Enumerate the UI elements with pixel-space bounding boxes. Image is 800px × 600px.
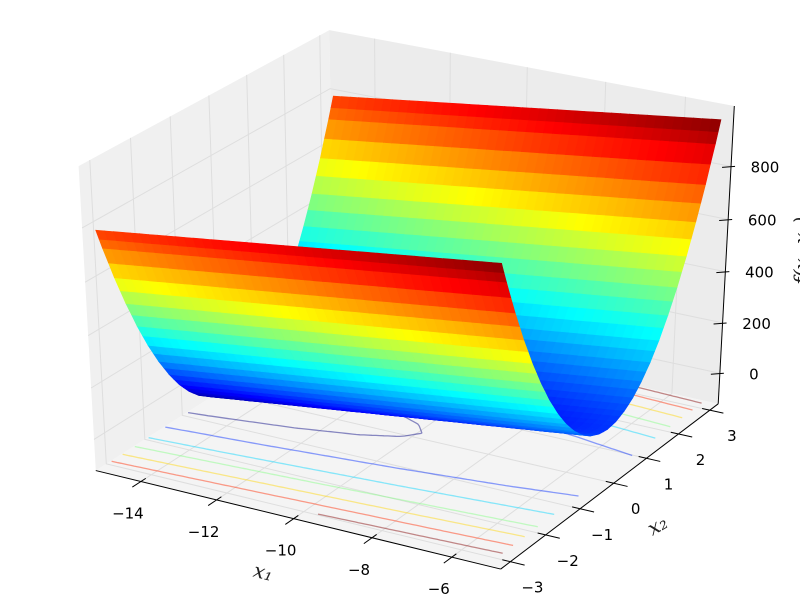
x1-tick-label: −8 [348,561,370,579]
z-tick [719,218,733,221]
x2-tick-label: 2 [696,451,706,469]
x1-tick [132,477,147,488]
x2-tick [702,407,724,414]
x1-tick-label: −14 [112,505,144,523]
x2-tick [571,506,595,513]
z-tick [710,372,724,375]
z-axis-line [717,105,735,404]
x2-tick-label: 1 [664,475,674,493]
x2-tick [638,456,661,462]
x2-tick [502,559,525,566]
z-tick [713,322,727,325]
contour-line [165,426,579,497]
z-tick-label: 800 [751,158,780,176]
surface-patch [708,118,722,133]
surface-patch [491,262,505,274]
x2-tick-label: 3 [727,427,737,445]
x2-tick-label: −3 [521,579,543,597]
contour-line [317,513,503,554]
contour-line [148,437,555,516]
x1-tick [207,496,222,507]
x1-tick [285,515,299,525]
z-tick [722,165,736,168]
x1-axis-label: x₁ [251,558,276,586]
x1-tick [363,534,377,545]
x1-axis-line [95,470,501,570]
z-axis-label: f(x₁,x₂) [789,217,800,287]
axes [95,105,736,570]
x1-tick-label: −10 [265,542,297,560]
z-tick [716,271,730,274]
x2-tick-label: −2 [557,552,579,570]
x2-tick [537,532,560,539]
surface [95,95,722,437]
gridline-x2 [89,159,511,563]
x1-tick-label: −12 [188,523,220,541]
x2-tick [670,431,693,438]
contour-line [122,453,525,538]
z-tick-label: 600 [748,212,777,230]
contour-line [134,445,538,528]
x2-tick-label: −1 [591,526,613,544]
x1-tick-label: −6 [428,580,450,598]
x2-axis-label: x₂ [643,510,672,540]
z-tick-label: 200 [742,315,771,333]
z-tick-label: 400 [745,264,774,282]
x1-tick [443,553,457,564]
z-tick-label: 0 [749,365,759,383]
contour-line [111,460,514,547]
gridline-x2 [169,116,581,510]
x2-tick-label: 0 [631,500,641,518]
x2-tick [605,480,628,487]
x2-axis-line [500,403,719,570]
